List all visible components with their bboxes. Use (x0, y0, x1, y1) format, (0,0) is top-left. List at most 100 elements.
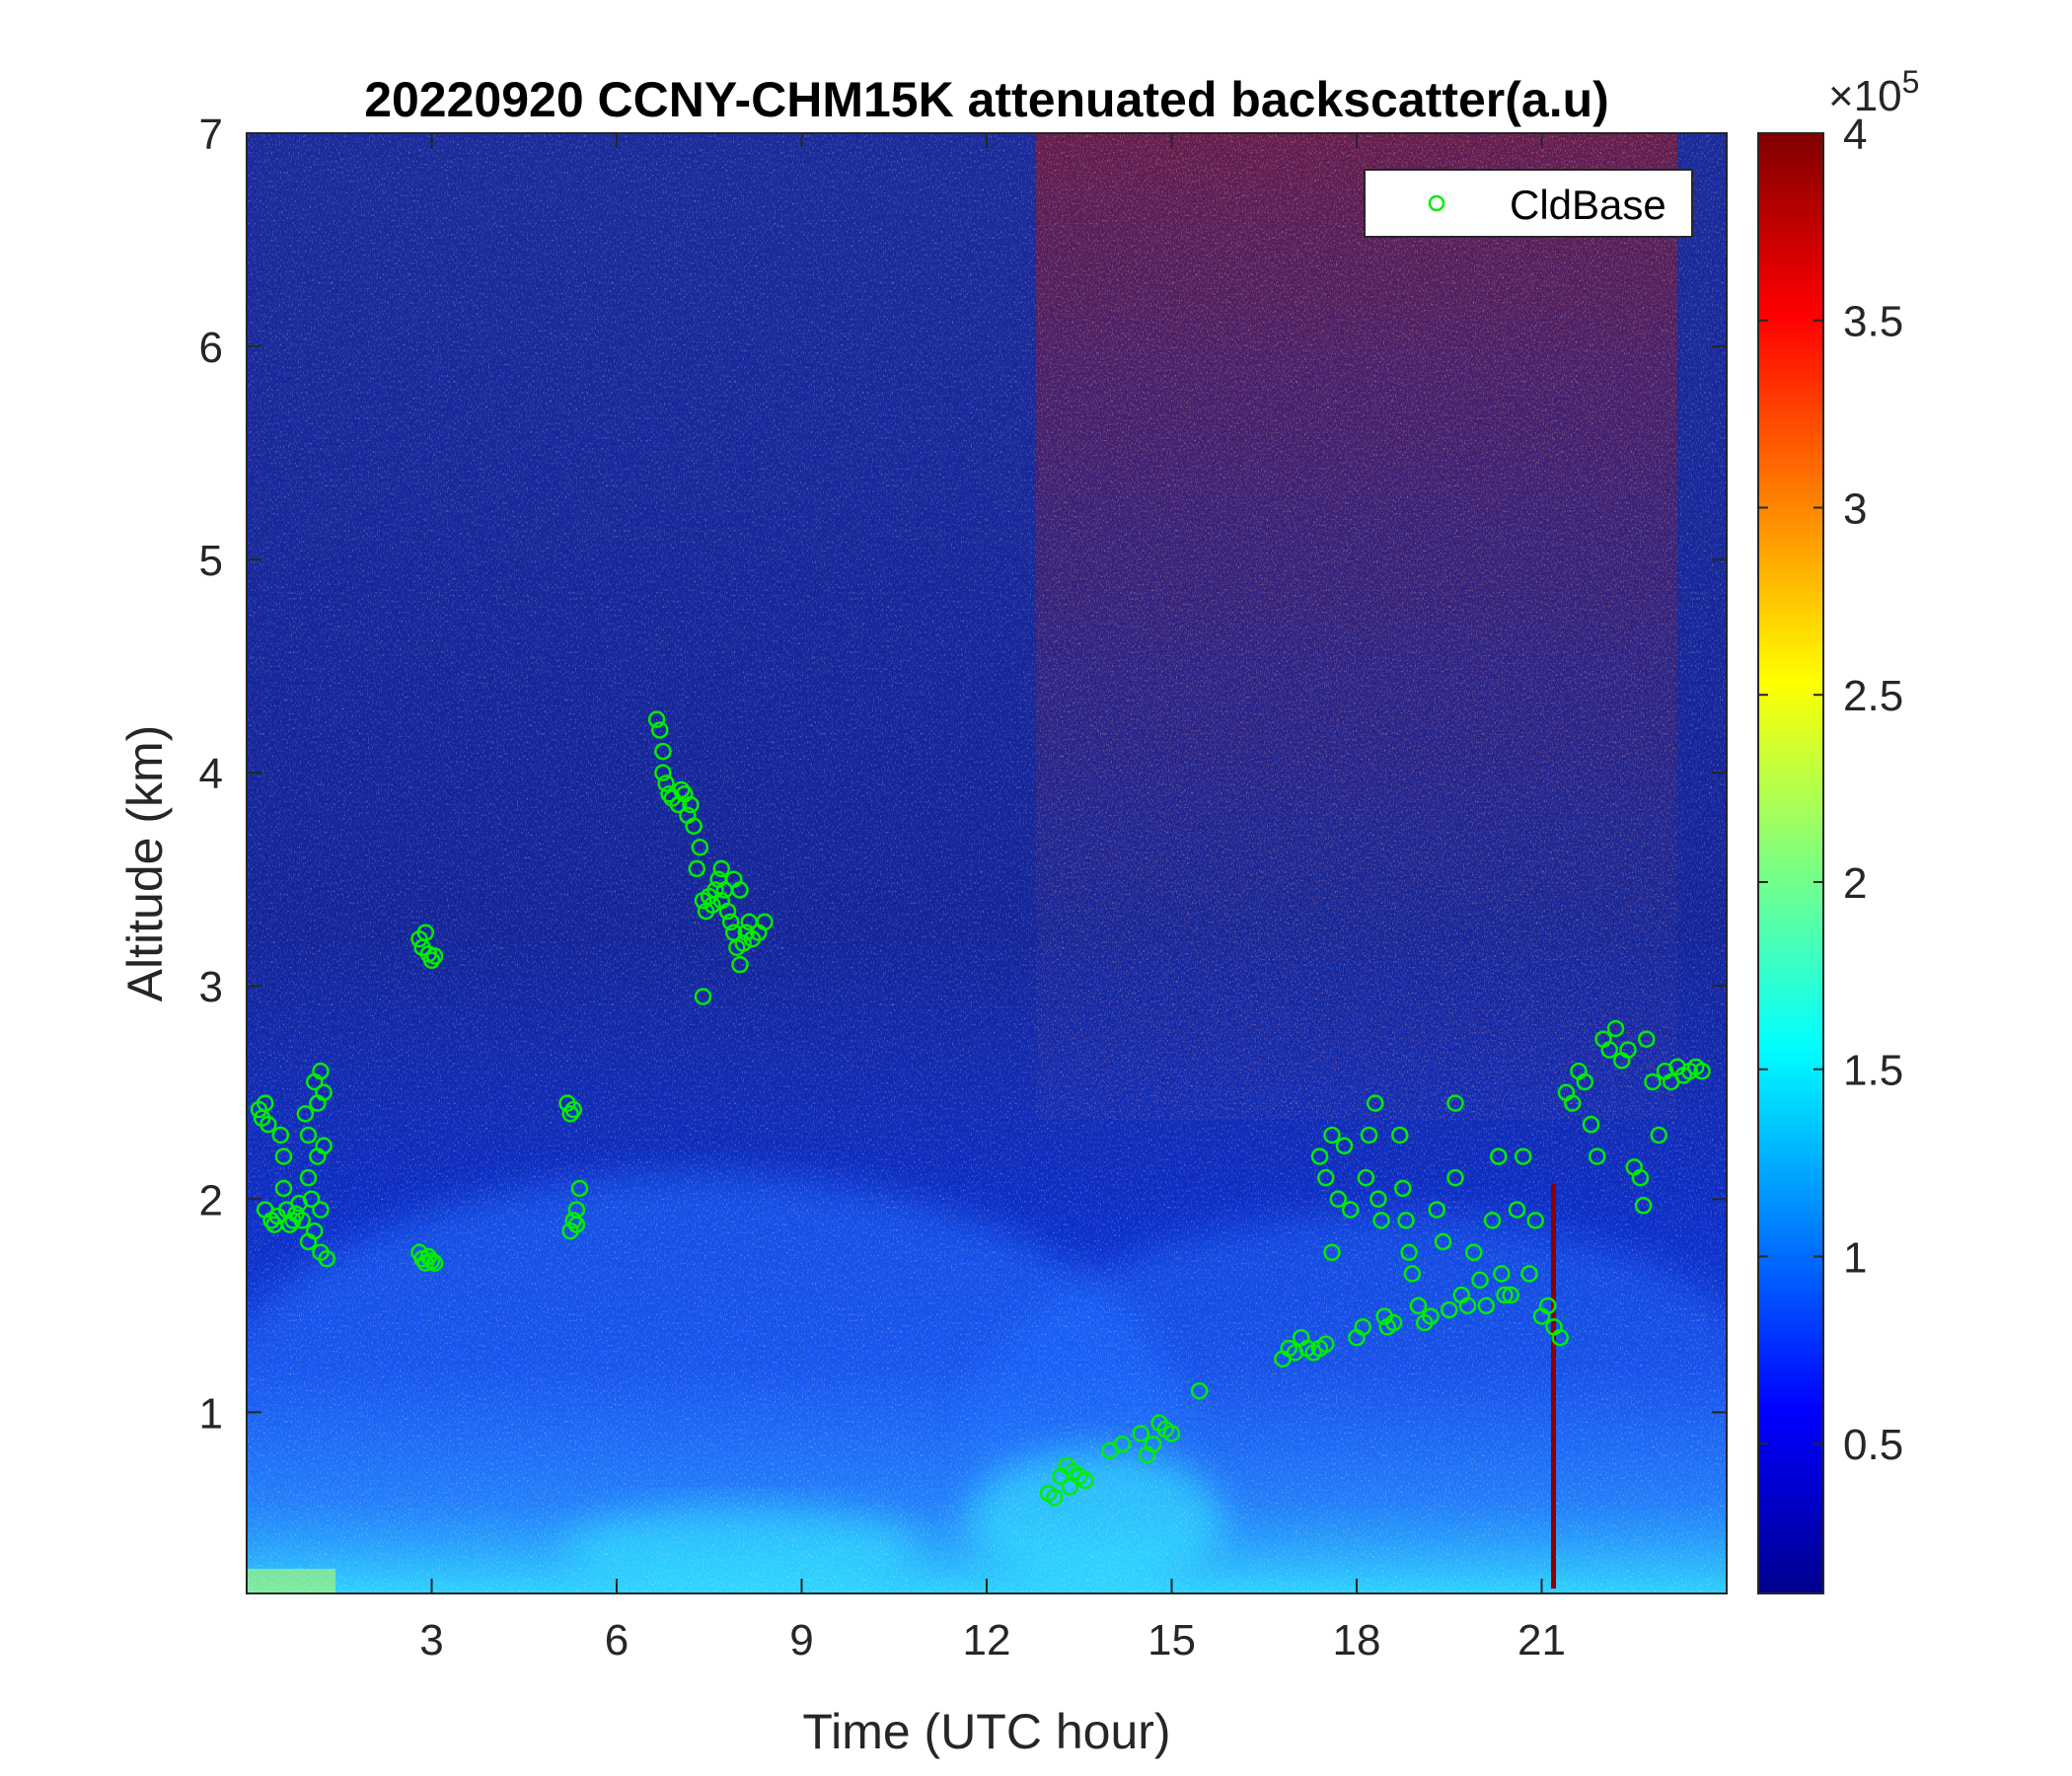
cldbase-point (1360, 1126, 1378, 1145)
y-tick-label: 1 (199, 1389, 223, 1438)
cldbase-point (1329, 1190, 1347, 1209)
cldbase-point (1496, 1286, 1514, 1304)
cldbase-point (315, 1083, 333, 1102)
cldbase-point (1369, 1190, 1387, 1209)
cldbase-point (1483, 1212, 1502, 1229)
colorbar-exponent: ×105 (1828, 64, 1919, 120)
cldbase-point (1619, 1041, 1637, 1059)
cldbase-point (1650, 1126, 1667, 1145)
colorbar-tick-label: 2.5 (1843, 672, 1903, 720)
y-axis: 1 2 3 4 5 6 7 (199, 111, 1727, 1438)
cldbase-point (302, 1190, 321, 1209)
cldbase-point (1441, 1300, 1458, 1319)
cldbase-point (425, 947, 444, 965)
cldbase-point (712, 859, 730, 878)
cldbase-point (1634, 1197, 1653, 1215)
cldbase-point (1606, 1019, 1625, 1038)
cldbase-point (570, 1179, 589, 1198)
cldbase-point (422, 951, 441, 970)
cldbase-point (672, 780, 691, 799)
cldbase-point (315, 1137, 333, 1155)
chart-title: 20220920 CCNY-CHM15K attenuated backscat… (364, 72, 1609, 127)
x-tick-label: 12 (963, 1616, 1011, 1665)
cldbase-point (564, 1212, 582, 1229)
cldbase-point (685, 817, 703, 835)
cldbase-point (1589, 1147, 1606, 1165)
cldbase-point (299, 1168, 318, 1187)
cldbase-point (731, 955, 749, 974)
cldbase-point (1520, 1265, 1538, 1283)
cldbase-point (654, 742, 672, 761)
y-tick-label: 4 (199, 750, 223, 798)
cldbase-point (1508, 1201, 1526, 1219)
legend-box (1364, 169, 1693, 238)
legend-marker-icon (1428, 194, 1445, 212)
cldbase-point (259, 1115, 277, 1134)
colorbar-tick-label: 2 (1843, 859, 1867, 908)
cldbase-point (1354, 1318, 1371, 1336)
x-tick-label: 9 (789, 1616, 813, 1665)
y-tick-label: 5 (199, 537, 223, 585)
cldbase-point (1391, 1126, 1409, 1145)
x-tick-label: 6 (605, 1616, 629, 1665)
cldbase-point (1310, 1147, 1329, 1165)
cldbase-point (1600, 1041, 1618, 1059)
cldbase-point (312, 1062, 330, 1080)
cldbase-point (1515, 1147, 1532, 1165)
cldbase-point (1422, 1307, 1440, 1325)
cldbase-point (1076, 1471, 1094, 1490)
cldbase-point (296, 1105, 315, 1123)
cldbase-point (694, 988, 712, 1005)
cldbase-point (1471, 1271, 1489, 1290)
colorbar-tick-label: 3 (1843, 484, 1867, 533)
cldbase-point (1162, 1425, 1181, 1443)
cldbase-point (1397, 1212, 1415, 1229)
cldbase-point (1693, 1062, 1711, 1080)
cldbase-point (1335, 1137, 1354, 1155)
cldbase-point (1400, 1243, 1418, 1262)
cldbase-point (682, 795, 700, 814)
cldbase-point (1576, 1073, 1593, 1091)
colorbar-gradient (1757, 132, 1824, 1594)
colorbar-tick-label: 4 (1843, 111, 1867, 159)
cldbase-point (1394, 1179, 1412, 1198)
cldbase-point (1317, 1168, 1335, 1187)
cldbase-point (1434, 1232, 1452, 1251)
cldbase-point (1477, 1296, 1495, 1315)
cldbase-point (1367, 1094, 1384, 1112)
cldbase-point (1465, 1243, 1483, 1262)
cldbase-point (1638, 1030, 1656, 1048)
backscatter-heatmap (247, 133, 1727, 1593)
cldbase-point (688, 859, 705, 878)
cldbase-point (1409, 1296, 1428, 1315)
cldbase-point (1357, 1168, 1375, 1187)
y-axis-label: Altitude (km) (117, 725, 173, 1002)
cldbase-point (1564, 1094, 1582, 1112)
cldbase-point (654, 764, 672, 781)
cldbase-point (1446, 1168, 1464, 1187)
cldbase-point (1644, 1073, 1662, 1091)
cldbase-point (1631, 1168, 1650, 1187)
cldbase-point (1526, 1212, 1544, 1229)
x-tick-label: 3 (419, 1616, 443, 1665)
cldbase-point (293, 1212, 311, 1229)
cldbase-point (1582, 1115, 1600, 1134)
legend: CldBase (1364, 169, 1693, 238)
cldbase-point (1539, 1296, 1557, 1315)
cldbase-point (425, 1254, 444, 1272)
colorbar-ticks: 0.5 1 1.5 2 2.5 3 3.5 4 (1758, 111, 1903, 1469)
cldbase-point (257, 1094, 274, 1112)
colorbar-tick-label: 0.5 (1843, 1421, 1903, 1469)
cloud-base-points (250, 710, 1711, 1507)
cldbase-point (299, 1232, 318, 1251)
cldbase-point (1551, 1328, 1569, 1347)
cldbase-point (299, 1126, 318, 1145)
cldbase-point (416, 924, 434, 941)
cldbase-point (422, 1252, 441, 1270)
y-tick-label: 7 (199, 111, 223, 159)
colorbar-tick-label: 1 (1843, 1233, 1867, 1282)
cldbase-point (725, 870, 743, 888)
cldbase-point (567, 1216, 586, 1233)
cldbase-point (1323, 1243, 1341, 1262)
